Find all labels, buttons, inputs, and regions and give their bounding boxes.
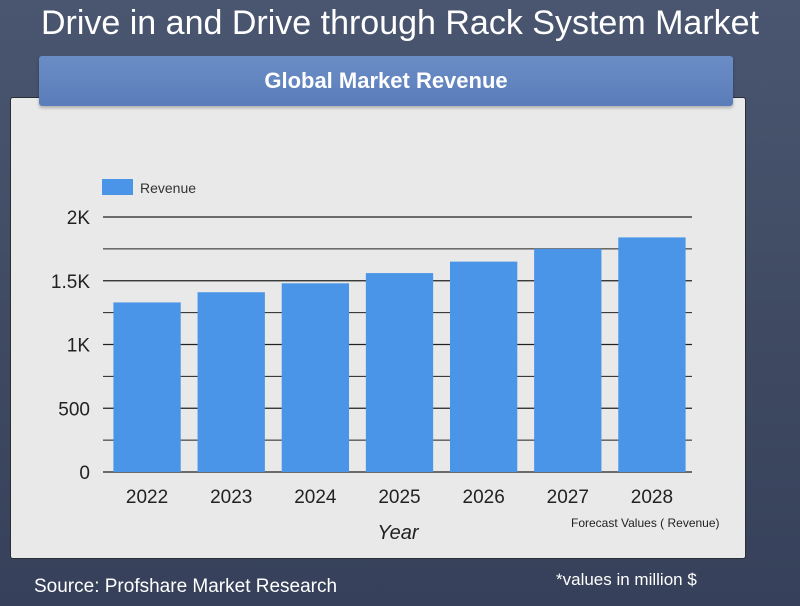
y-tick-label: 0 bbox=[79, 463, 90, 484]
bar-2023 bbox=[197, 292, 265, 472]
bar-2028 bbox=[618, 237, 686, 472]
legend-label: Revenue bbox=[140, 180, 196, 196]
bar-2027 bbox=[534, 248, 602, 472]
x-tick-label: 2024 bbox=[294, 487, 337, 508]
y-tick-label: 500 bbox=[58, 399, 90, 420]
bar-2025 bbox=[365, 273, 434, 472]
x-tick-label: 2023 bbox=[210, 487, 252, 508]
bar-2026 bbox=[449, 261, 518, 472]
x-tick-label: 2028 bbox=[631, 487, 673, 508]
card-header: Global Market Revenue bbox=[39, 56, 733, 106]
x-tick-label: 2025 bbox=[378, 487, 420, 508]
x-tick-label: 2026 bbox=[463, 487, 505, 508]
x-axis-title: Year bbox=[377, 522, 419, 544]
x-tick-label: 2027 bbox=[547, 487, 589, 508]
x-tick-label: 2022 bbox=[126, 487, 168, 508]
bar-2024 bbox=[281, 283, 350, 472]
legend-swatch bbox=[102, 179, 133, 195]
bar-2022 bbox=[113, 302, 181, 472]
source-note: Source: Profshare Market Research bbox=[34, 576, 338, 597]
page-title: Drive in and Drive through Rack System M… bbox=[40, 4, 760, 42]
units-note: *values in million $ bbox=[556, 570, 697, 589]
forecast-note: Forecast Values ( Revenue) bbox=[571, 516, 720, 530]
y-tick-label: 1K bbox=[67, 336, 91, 357]
y-tick-label: 1.5K bbox=[51, 272, 90, 293]
y-tick-label: 2K bbox=[67, 208, 91, 229]
